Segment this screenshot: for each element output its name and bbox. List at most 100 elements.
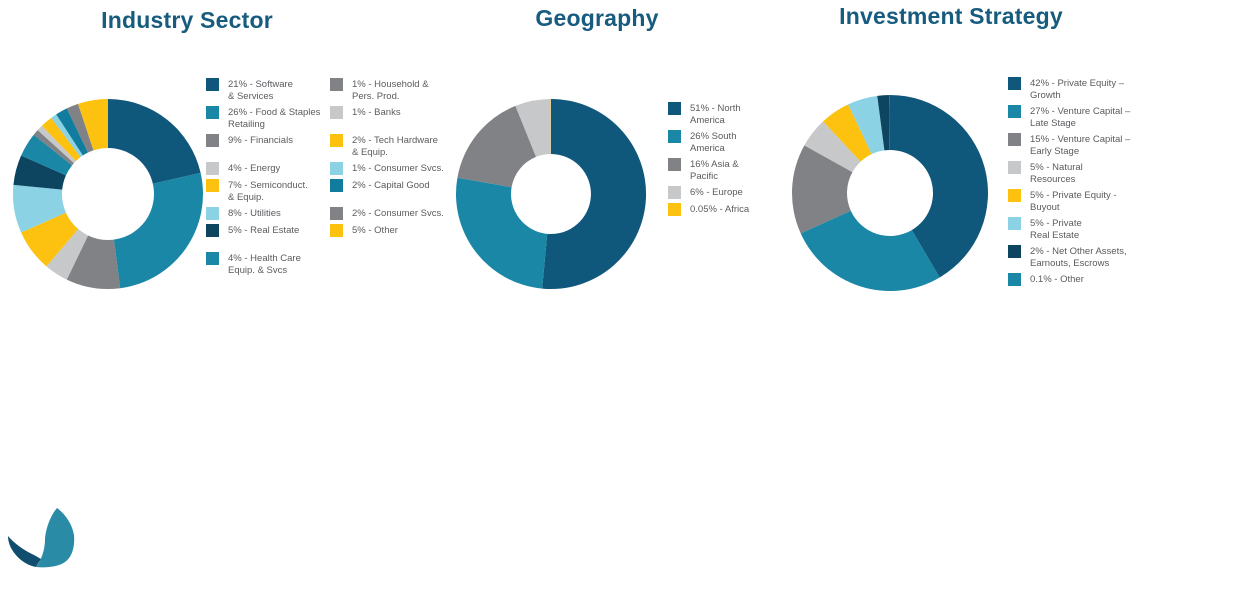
legend-item: 26% - Food & Staples Retailing (206, 106, 330, 130)
legend-item: 1% - Consumer Svcs. (330, 162, 454, 175)
legend-label: 5% - Natural Resources (1030, 162, 1083, 185)
pie-slice (21, 212, 79, 267)
pie-slice (51, 114, 83, 158)
legend: 42% - Private Equity – Growth 27% - Ventu… (1008, 77, 1131, 286)
legend-item: 1% - Household & Pers. Prod. (330, 78, 454, 102)
legend-swatch (206, 106, 219, 119)
legend-label: 51% - North America (690, 103, 741, 126)
legend-item: 42% - Private Equity – Growth (1008, 77, 1130, 101)
legend-swatch (330, 134, 343, 147)
legend-label: 0.1% - Other (1030, 274, 1084, 285)
legend-item: 51% - North America (668, 102, 749, 126)
legend-item: 15% - Venture Capital – Early Stage (1008, 133, 1131, 157)
geography-donut (455, 98, 647, 289)
legend-item: 8% - Utilities (206, 207, 330, 220)
pie-slice (542, 98, 647, 289)
pie-slice (791, 145, 853, 234)
pie-slice (66, 235, 121, 289)
legend-label: 2% - Consumer Svcs. (352, 208, 444, 219)
pie-slice (848, 95, 885, 155)
legend-item: 27% - Venture Capital – Late Stage (1008, 105, 1130, 129)
pie-slice (800, 210, 940, 292)
legend-label: 15% - Venture Capital – Early Stage (1030, 134, 1131, 157)
legend-swatch (330, 207, 343, 220)
legend-swatch (1008, 161, 1021, 174)
legend-item: 5% - Private Equity - Buyout (1008, 189, 1130, 213)
pie-slice (890, 95, 989, 278)
legend-swatch (330, 106, 343, 119)
legend-label: 42% - Private Equity – Growth (1030, 78, 1124, 101)
legend-item: 6% - Europe (668, 186, 749, 199)
legend-swatch (206, 162, 219, 175)
legend-swatch (206, 78, 219, 91)
legend-item: 7% - Semiconduct. & Equip. (206, 179, 330, 203)
legend-item: 2% - Tech Hardware & Equip. (330, 134, 454, 158)
legend-label: 8% - Utilities (228, 208, 281, 219)
legend-item: 5% - Private Real Estate (1008, 217, 1130, 241)
legend-label: 26% - Food & Staples Retailing (228, 107, 321, 130)
legend-label: 9% - Financials (228, 135, 293, 146)
pie-slice (515, 99, 551, 157)
pie-slice (13, 155, 66, 190)
pie-slice (113, 172, 204, 289)
legend-swatch (1008, 217, 1021, 230)
industry-donut (13, 99, 204, 289)
legend-swatch (206, 224, 219, 237)
legend-item: 1% - Banks (330, 106, 454, 130)
pie-slice (889, 94, 890, 150)
investment-donut (791, 94, 989, 292)
legend-label: 4% - Health Care Equip. & Svcs (228, 253, 301, 276)
legend-item: 0.05% - Africa (668, 203, 750, 216)
ribbon-logo (8, 508, 75, 568)
legend-item: 9% - Financials (206, 134, 330, 158)
legend-swatch (206, 179, 219, 192)
legend: 51% - North America 26% South America 16% … (668, 102, 750, 216)
legend-item: 2% - Net Other Assets, Earnouts, Escrows (1008, 245, 1130, 269)
legend-swatch (1008, 77, 1021, 90)
pie-slice (823, 104, 872, 162)
legend-label: 5% - Other (352, 225, 398, 236)
pie-slice (46, 229, 89, 280)
legend-item: 2% - Consumer Svcs. (330, 207, 454, 220)
pie-slice (457, 105, 537, 188)
logo-teal-ribbon (36, 508, 75, 568)
legend-swatch (668, 158, 681, 171)
legend-label: 5% - Private Equity - Buyout (1030, 190, 1117, 213)
legend: 21% - Software & Services 26% - Food & St… (206, 78, 454, 276)
legend-swatch (1008, 273, 1021, 286)
legend-swatch (330, 78, 343, 91)
legend-item: 2% - Capital Good (330, 179, 454, 203)
legend-item: 4% - Health Care Equip. & Svcs (206, 252, 330, 276)
legend-swatch (330, 162, 343, 175)
pie-slice (108, 99, 201, 184)
pie-slice (78, 99, 108, 151)
legend-label: 2% - Tech Hardware & Equip. (352, 135, 438, 158)
legend-label: 4% - Energy (228, 163, 281, 174)
legend-item: 0.1% - Other (1008, 273, 1130, 286)
legend-swatch (206, 134, 219, 147)
legend-swatch (1008, 245, 1021, 258)
legend-label: 2% - Net Other Assets, Earnouts, Escrows (1030, 246, 1127, 269)
legend-item: 4% - Energy (206, 162, 330, 175)
legend-item: 26% South America (668, 130, 749, 154)
chart-title: Investment Strategy (839, 3, 1063, 29)
legend-swatch (1008, 133, 1021, 146)
pie-slice (56, 108, 89, 156)
legend-label: 5% - Private Real Estate (1030, 218, 1082, 241)
chart-title: Geography (535, 5, 659, 31)
pie-slice (13, 184, 66, 233)
pie-slice (877, 95, 890, 151)
legend-swatch (668, 102, 681, 115)
legend-label: 26% South America (690, 131, 737, 154)
legend-label: 2% - Capital Good (352, 180, 430, 191)
legend-label: 1% - Consumer Svcs. (352, 163, 444, 174)
legend-label: 0.05% - Africa (690, 204, 750, 215)
pie-slice (41, 117, 81, 161)
legend-item: 21% - Software & Services (206, 78, 330, 102)
legend-swatch (668, 130, 681, 143)
legend-swatch (1008, 189, 1021, 202)
